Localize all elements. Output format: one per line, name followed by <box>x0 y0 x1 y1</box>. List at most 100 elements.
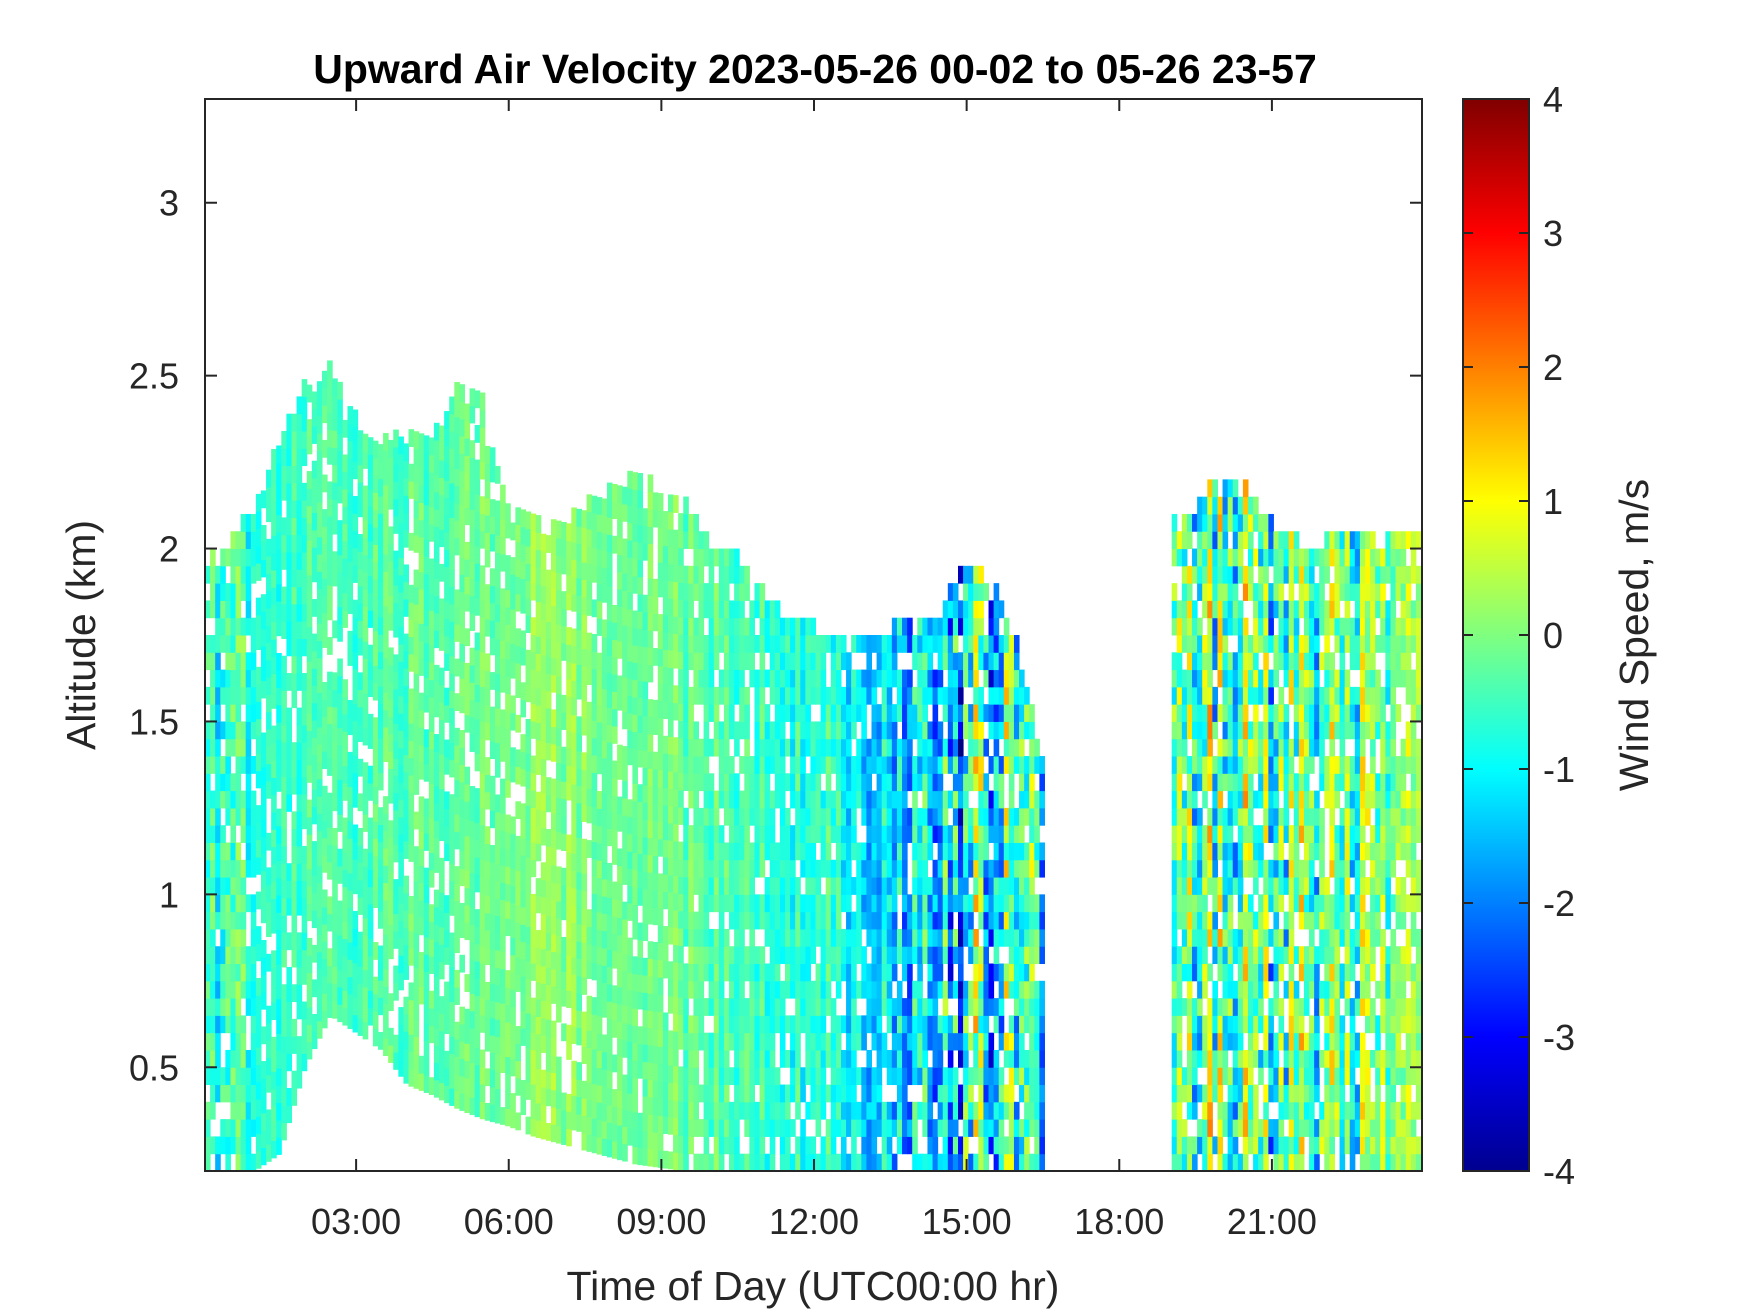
heatmap-cell <box>322 941 328 960</box>
heatmap-cell <box>815 669 822 688</box>
heatmap-cell <box>907 998 913 1016</box>
heatmap-cell <box>907 928 913 947</box>
heatmap-cell <box>723 548 730 567</box>
heatmap-cell <box>276 998 282 1017</box>
heatmap-cell <box>413 534 420 553</box>
heatmap-cell <box>311 841 318 859</box>
heatmap-cell <box>825 894 832 913</box>
heatmap-cell <box>393 1052 399 1070</box>
heatmap-cell <box>601 826 608 845</box>
heatmap-cell <box>205 756 211 774</box>
heatmap-cell <box>347 475 354 494</box>
heatmap-cell <box>596 669 603 688</box>
heatmap-cell <box>235 548 242 567</box>
heatmap-cell <box>372 872 379 891</box>
heatmap-cell <box>296 621 303 639</box>
heatmap-cell <box>505 1022 511 1040</box>
heatmap-cell <box>810 998 817 1016</box>
heatmap-cell <box>662 649 669 668</box>
heatmap-cell <box>657 1132 664 1151</box>
heatmap-cell <box>591 824 598 843</box>
heatmap-cell <box>316 433 323 451</box>
heatmap-cell <box>215 773 221 792</box>
heatmap-cell <box>978 583 984 601</box>
heatmap-cell <box>342 783 348 801</box>
heatmap-cell <box>520 837 527 856</box>
heatmap-cell <box>240 652 247 671</box>
heatmap-cell <box>612 795 618 813</box>
heatmap-cell <box>495 500 501 519</box>
heatmap-cell <box>932 756 939 774</box>
heatmap-cell <box>245 859 252 878</box>
heatmap-cell <box>769 669 776 688</box>
heatmap-cell <box>622 676 628 695</box>
heatmap-cell <box>744 1067 750 1086</box>
heatmap-cell <box>1003 911 1010 930</box>
heatmap-cell <box>566 1111 572 1130</box>
heatmap-cell <box>729 790 735 809</box>
heatmap-cell <box>286 1053 292 1072</box>
heatmap-cell <box>723 998 730 1016</box>
heatmap-cell <box>968 600 974 619</box>
heatmap-cell <box>383 554 389 572</box>
heatmap-cell <box>637 1043 644 1062</box>
heatmap-cell <box>362 883 369 902</box>
heatmap-cell <box>296 949 303 968</box>
heatmap-cell <box>413 1001 420 1020</box>
heatmap-cell <box>622 797 628 816</box>
heatmap-cell <box>230 842 237 861</box>
heatmap-cell <box>662 770 669 789</box>
heatmap-cell <box>774 600 781 619</box>
heatmap-cell <box>520 958 527 977</box>
heatmap-cell <box>734 790 740 809</box>
heatmap-cell <box>296 1001 303 1020</box>
heatmap-cell <box>205 980 211 999</box>
heatmap-cell <box>357 534 364 552</box>
heatmap-cell <box>662 597 669 616</box>
heatmap-cell <box>286 1001 292 1020</box>
heatmap-cell <box>449 586 455 605</box>
heatmap-cell <box>785 652 791 671</box>
heatmap-cell <box>896 773 903 792</box>
heatmap-cell <box>540 914 547 932</box>
heatmap-cell <box>815 877 822 895</box>
heatmap-cell <box>698 963 705 982</box>
heatmap-cell <box>449 604 455 622</box>
heatmap-cell <box>601 999 608 1018</box>
heatmap-cell <box>428 558 435 577</box>
heatmap-cell <box>550 968 557 987</box>
heatmap-cell <box>622 1022 628 1041</box>
heatmap-cell <box>703 842 710 861</box>
heatmap-cell <box>372 769 379 787</box>
heatmap-cell <box>439 598 445 617</box>
heatmap-cell <box>291 828 298 847</box>
heatmap-cell <box>927 669 934 688</box>
heatmap-cell <box>601 1034 608 1053</box>
heatmap-cell <box>642 681 649 699</box>
heatmap-cell <box>372 440 379 459</box>
heatmap-cell <box>205 1067 211 1086</box>
heatmap-cell <box>311 875 318 894</box>
heatmap-cell <box>408 481 415 499</box>
heatmap-cell <box>988 669 995 688</box>
heatmap-cell <box>591 962 598 981</box>
heatmap-cell <box>281 863 287 882</box>
heatmap-cell <box>642 1009 649 1028</box>
heatmap-cell <box>260 663 267 682</box>
heatmap-cell <box>866 859 873 878</box>
heatmap-cell <box>444 618 450 637</box>
heatmap-cell <box>978 946 984 965</box>
heatmap-cell <box>891 842 898 861</box>
heatmap-cell <box>734 635 740 653</box>
heatmap-cell <box>525 909 532 927</box>
heatmap-cell <box>550 1055 557 1074</box>
heatmap-cell <box>408 429 415 447</box>
heatmap-cell <box>708 825 715 843</box>
heatmap-cell <box>377 582 384 601</box>
heatmap-cell <box>433 751 440 770</box>
heatmap-cell <box>205 825 211 843</box>
heatmap-cell <box>912 807 918 826</box>
heatmap-cell <box>830 963 837 982</box>
heatmap-cell <box>779 825 786 843</box>
heatmap-cell <box>311 391 318 410</box>
